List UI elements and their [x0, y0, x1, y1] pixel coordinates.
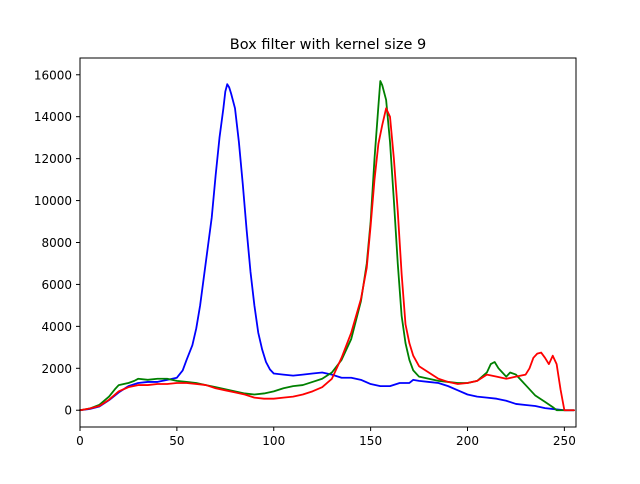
y-tick-label: 4000: [41, 320, 72, 334]
y-tick-label: 16000: [34, 68, 72, 82]
y-tick-label: 8000: [41, 236, 72, 250]
x-tick-label: 0: [76, 434, 84, 448]
y-tick-label: 14000: [34, 110, 72, 124]
y-tick-label: 12000: [34, 152, 72, 166]
series-line-2: [79, 80, 575, 412]
y-tick-label: 10000: [34, 194, 72, 208]
y-axis: 0 2000 4000 6000 8000 10000 12000 14000 16000: [34, 68, 80, 418]
x-tick-label: 200: [456, 434, 479, 448]
x-tick-label: 100: [262, 434, 285, 448]
x-tick-label: 250: [553, 434, 576, 448]
series-line-3: [79, 107, 575, 412]
y-tick-label: 0: [64, 404, 72, 418]
chart-title: Box filter with kernel size 9: [230, 37, 426, 53]
x-axis: 0 50 100 150 200 250: [76, 427, 576, 448]
y-tick-label: 2000: [41, 362, 72, 376]
series-line-1: [79, 83, 575, 412]
x-tick-label: 50: [169, 434, 184, 448]
y-tick-label: 6000: [41, 278, 72, 292]
x-tick-label: 150: [359, 434, 382, 448]
